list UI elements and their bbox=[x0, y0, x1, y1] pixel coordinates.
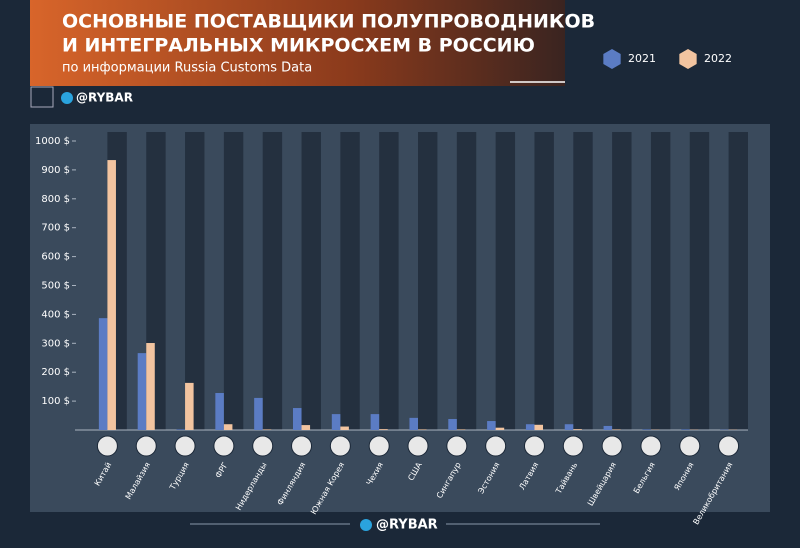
bar bbox=[681, 429, 690, 430]
bar bbox=[612, 429, 621, 430]
bar bbox=[487, 421, 496, 430]
column-stripe bbox=[496, 132, 515, 430]
bar bbox=[215, 393, 224, 430]
bar bbox=[185, 383, 194, 430]
flag bbox=[563, 436, 583, 456]
y-tick-label: 700 $ bbox=[41, 223, 70, 234]
flag bbox=[330, 436, 350, 456]
flag bbox=[97, 436, 117, 456]
y-tick-label: 300 $ bbox=[41, 338, 70, 349]
bar bbox=[371, 414, 380, 430]
flag bbox=[524, 436, 544, 456]
bar bbox=[177, 429, 186, 430]
flag bbox=[408, 436, 428, 456]
y-tick-label: 800 $ bbox=[41, 194, 70, 205]
telegram-icon bbox=[360, 519, 372, 531]
bar bbox=[138, 353, 147, 430]
column-stripe bbox=[340, 132, 359, 430]
flag bbox=[175, 436, 195, 456]
flag bbox=[447, 436, 467, 456]
y-tick-label: 900 $ bbox=[41, 165, 70, 176]
flag bbox=[602, 436, 622, 456]
bar bbox=[302, 425, 311, 430]
bar bbox=[254, 398, 263, 430]
flag bbox=[214, 436, 234, 456]
bar bbox=[418, 429, 427, 430]
bar bbox=[340, 427, 349, 430]
title-line: ОСНОВНЫЕ ПОСТАВЩИКИ ПОЛУПРОВОДНИКОВ bbox=[62, 11, 595, 33]
column-stripe bbox=[690, 132, 709, 430]
column-stripe bbox=[612, 132, 631, 430]
legend-label: 2022 bbox=[704, 52, 732, 65]
flag bbox=[253, 436, 273, 456]
flag bbox=[136, 436, 156, 456]
bar bbox=[146, 343, 155, 430]
legend-label: 2021 bbox=[628, 52, 656, 65]
bar bbox=[573, 429, 582, 430]
column-stripe bbox=[418, 132, 437, 430]
bar bbox=[224, 424, 233, 430]
flag bbox=[292, 436, 312, 456]
bar bbox=[496, 428, 505, 430]
column-stripe bbox=[379, 132, 398, 430]
y-tick-label: 600 $ bbox=[41, 252, 70, 263]
bar bbox=[534, 425, 543, 430]
bar bbox=[332, 414, 341, 430]
flag bbox=[680, 436, 700, 456]
column-stripe bbox=[457, 132, 476, 430]
flag bbox=[719, 436, 739, 456]
telegram-icon bbox=[61, 92, 73, 104]
flag bbox=[369, 436, 389, 456]
column-stripe bbox=[573, 132, 592, 430]
bar bbox=[99, 318, 108, 430]
bar bbox=[642, 429, 651, 430]
y-tick-label: 500 $ bbox=[41, 281, 70, 292]
bar bbox=[379, 429, 388, 430]
y-tick-label: 400 $ bbox=[41, 309, 70, 320]
flag bbox=[641, 436, 661, 456]
y-tick-label: 1000 $ bbox=[35, 136, 70, 147]
column-stripe bbox=[224, 132, 243, 430]
bar bbox=[457, 429, 466, 430]
bar bbox=[263, 429, 272, 430]
column-stripe bbox=[651, 132, 670, 430]
bar bbox=[565, 424, 574, 430]
bar bbox=[604, 426, 613, 430]
subtitle: по информации Russia Customs Data bbox=[62, 61, 312, 76]
column-stripe bbox=[729, 132, 748, 430]
bar bbox=[293, 408, 302, 430]
bar bbox=[448, 419, 457, 430]
y-tick-label: 100 $ bbox=[41, 396, 70, 407]
brand: @RYBAR bbox=[76, 91, 133, 105]
bar bbox=[107, 160, 116, 430]
bar bbox=[409, 418, 418, 430]
y-tick-label: 200 $ bbox=[41, 367, 70, 378]
flag bbox=[486, 436, 506, 456]
title-line: И ИНТЕГРАЛЬНЫХ МИКРОСХЕМ В РОССИЮ bbox=[62, 35, 535, 57]
footer-brand: @RYBAR bbox=[376, 518, 438, 533]
column-stripe bbox=[534, 132, 553, 430]
column-stripe bbox=[263, 132, 282, 430]
column-stripe bbox=[302, 132, 321, 430]
bar bbox=[526, 424, 535, 430]
